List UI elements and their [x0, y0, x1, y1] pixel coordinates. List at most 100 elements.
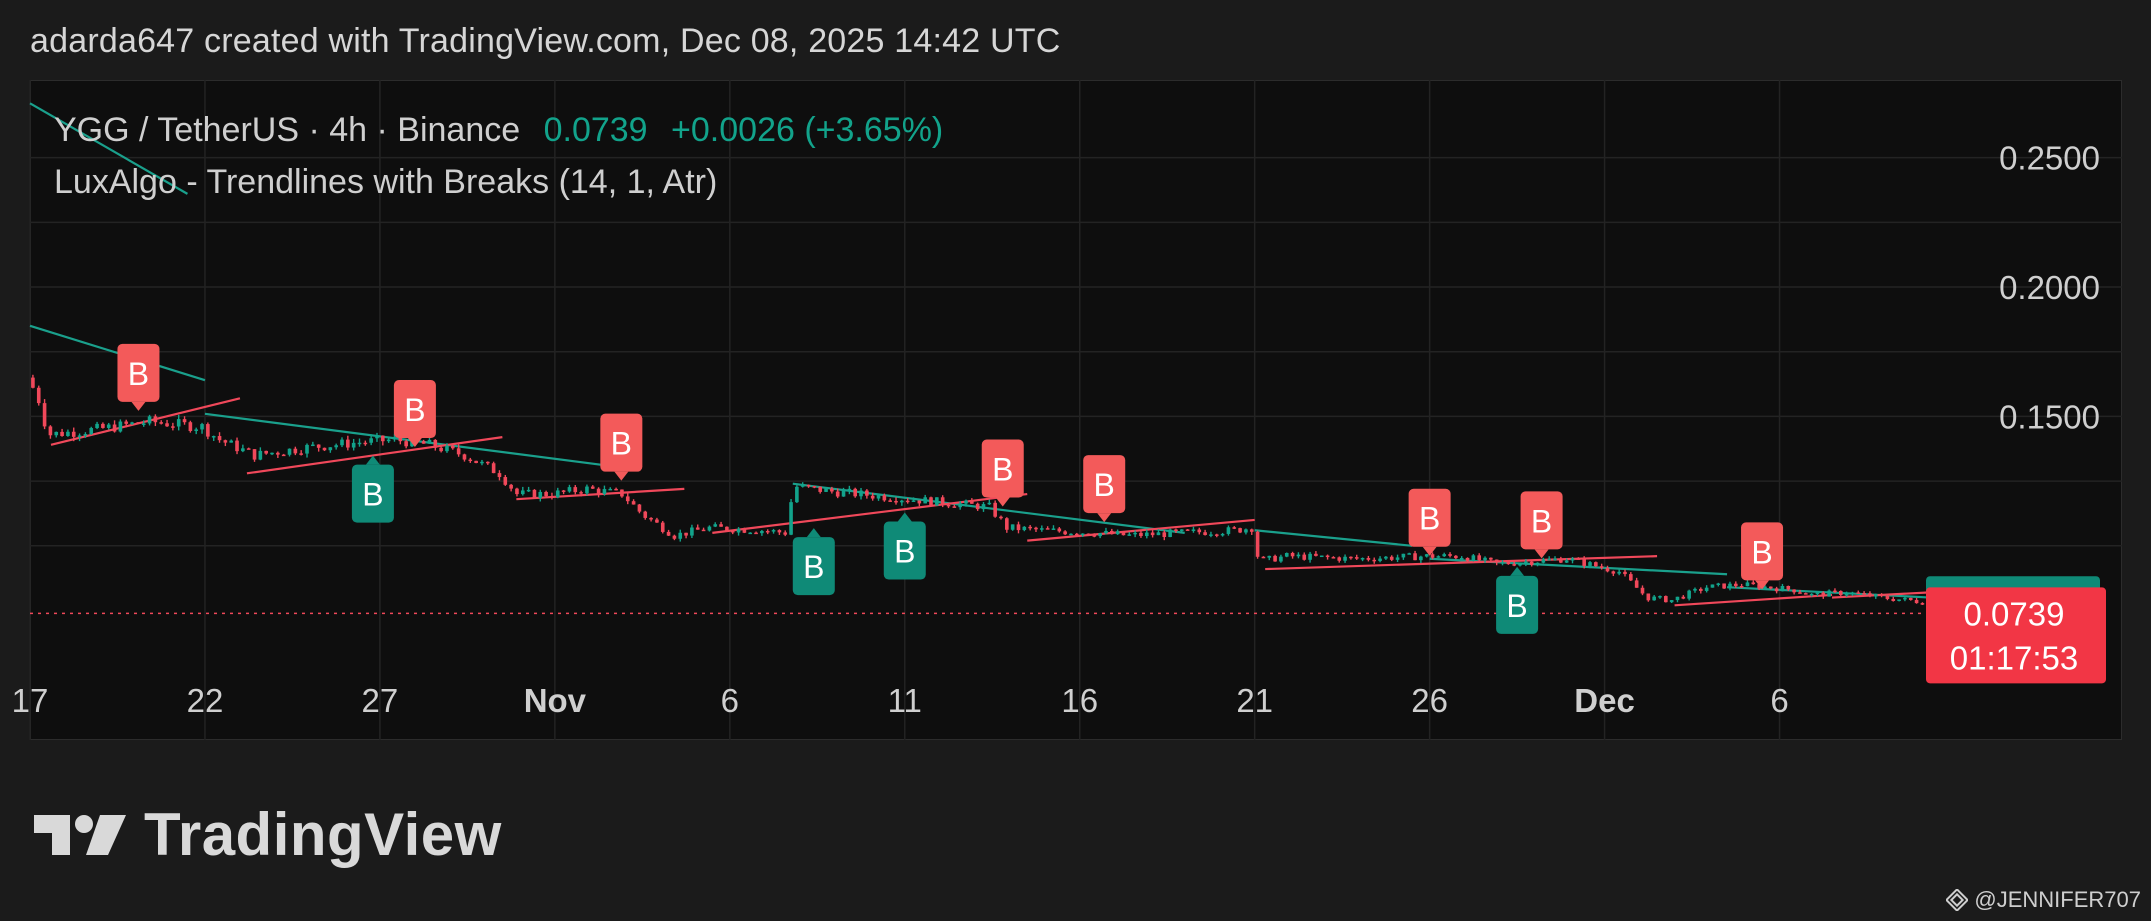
break-up-badge: B — [792, 528, 835, 596]
candle-body — [561, 490, 566, 492]
candle-body — [130, 422, 134, 424]
candle-body — [1815, 592, 1820, 595]
candle-body — [1768, 586, 1773, 589]
candle-body — [946, 504, 951, 507]
candle-body — [1833, 590, 1837, 593]
candle-body — [1524, 561, 1528, 564]
candle-body — [1133, 532, 1137, 535]
candle-body — [206, 424, 210, 437]
chart-panel[interactable] — [30, 80, 2122, 740]
candle-body — [293, 448, 298, 454]
candle-body — [1302, 554, 1307, 560]
candle-body — [1075, 533, 1079, 536]
candle-body — [876, 495, 881, 499]
break-down-badge: B — [1520, 491, 1563, 559]
candle-body — [1681, 596, 1686, 599]
x-tick-label: 17 — [12, 682, 49, 719]
label-value: 0.0739 — [1964, 595, 2065, 632]
candle-body — [1914, 599, 1919, 604]
candle-body — [1115, 531, 1120, 535]
candle-body — [870, 495, 875, 499]
candle-body — [311, 444, 315, 447]
candle-body — [526, 489, 531, 492]
candle-body — [1553, 558, 1557, 561]
candle-body — [532, 489, 537, 498]
candle-body — [1716, 583, 1721, 585]
candle-body — [672, 535, 677, 539]
badge-label: B — [128, 356, 149, 392]
candle-body — [882, 495, 887, 501]
badge-label: B — [1094, 467, 1115, 503]
badge-label: B — [894, 534, 915, 570]
candle-body — [695, 527, 700, 530]
candle-body — [1856, 592, 1861, 594]
candle-body — [1687, 590, 1691, 599]
candle-body — [1669, 600, 1674, 603]
candle-body — [684, 532, 688, 536]
badge-box — [792, 537, 835, 596]
candle-body — [800, 484, 805, 487]
candle-body — [544, 491, 548, 497]
candle-body — [1366, 558, 1371, 560]
candle-body — [614, 488, 618, 491]
candle-body — [1343, 556, 1347, 561]
candle-body — [1395, 557, 1400, 560]
resistance-trendline — [1254, 529, 1413, 547]
candle-body — [940, 497, 945, 505]
candles — [31, 374, 1931, 606]
candle-body — [316, 444, 321, 448]
candle-body — [1873, 594, 1878, 597]
break-up-badge: B — [883, 512, 926, 580]
candle-body — [900, 500, 904, 503]
candle-body — [1868, 593, 1872, 597]
candle-body — [637, 504, 642, 512]
candle-body — [1500, 562, 1505, 564]
candle-body — [433, 439, 438, 448]
candle-body — [1069, 533, 1073, 536]
candle-body — [299, 453, 303, 455]
candle-body — [258, 450, 263, 460]
candle-body — [1098, 533, 1102, 537]
candle-body — [474, 460, 478, 464]
candle-body — [1139, 532, 1143, 537]
candle-body — [1827, 590, 1831, 597]
x-axis: 17 22 27 Nov 6 11 16 21 26 Dec 6 — [12, 682, 1789, 719]
candle-body — [159, 422, 164, 424]
candle-body — [421, 441, 426, 444]
candle-body — [859, 490, 863, 497]
indicator-label[interactable]: LuxAlgo - Trendlines with Breaks (14, 1,… — [54, 163, 718, 201]
candle-body — [1640, 587, 1645, 594]
candle-body — [1179, 529, 1184, 531]
candle-body — [1494, 559, 1499, 563]
candle-body — [264, 450, 268, 454]
candle-body — [1273, 555, 1277, 562]
candle-body — [112, 424, 117, 432]
candle-body — [853, 488, 858, 497]
candle-body — [1430, 554, 1435, 558]
badge-pointer — [365, 455, 380, 465]
candle-body — [1780, 585, 1785, 592]
candle-body — [1185, 529, 1190, 531]
candle-body — [392, 436, 397, 440]
candle-body — [555, 490, 560, 498]
candle-body — [917, 500, 922, 504]
candle-body — [1005, 518, 1009, 530]
candle-body — [631, 501, 636, 505]
badge-pointer — [131, 401, 146, 411]
candle-body — [1063, 531, 1067, 535]
candle-body — [742, 528, 747, 533]
legend-symbol-row: YGG / TetherUS · 4h · Binance 0.0739 +0.… — [54, 104, 943, 156]
candle-body — [328, 447, 333, 451]
candle-body — [970, 500, 974, 504]
candle-body — [36, 387, 41, 404]
candle-body — [1844, 593, 1849, 596]
candle-body — [71, 431, 76, 437]
break-up-badge: B — [1496, 566, 1539, 634]
candle-body — [806, 484, 811, 487]
candle-body — [783, 532, 788, 535]
badge-label: B — [1751, 534, 1772, 570]
candle-body — [1080, 533, 1085, 536]
candle-body — [958, 503, 962, 508]
candle-body — [725, 526, 729, 531]
